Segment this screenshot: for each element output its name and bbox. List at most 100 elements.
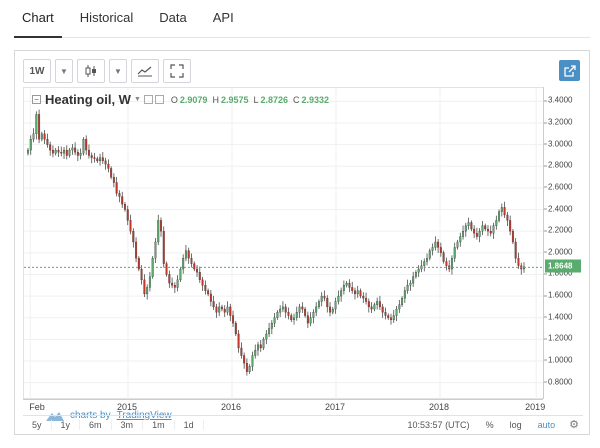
visibility-box-icon[interactable] xyxy=(154,95,164,104)
y-tick-label: 3.2000 xyxy=(543,117,573,127)
candle-body xyxy=(414,272,417,277)
candle-body xyxy=(517,258,520,266)
tab-data[interactable]: Data xyxy=(159,10,187,25)
candle-body xyxy=(63,149,66,154)
x-tick-label: 2015 xyxy=(116,402,138,412)
percent-toggle[interactable]: % xyxy=(485,419,494,430)
series-legend: − Heating oil, W ▼ O 2.9079 H 2.9575 L 2… xyxy=(32,92,329,107)
candle-body xyxy=(115,182,118,194)
x-tick-label: 2019 xyxy=(525,402,546,412)
candle-body xyxy=(143,279,146,295)
candle-body xyxy=(209,293,212,302)
fullscreen-icon[interactable] xyxy=(163,59,191,83)
y-tick-label: 3.0000 xyxy=(543,139,573,149)
candle-body xyxy=(445,261,448,266)
tab-chart[interactable]: Chart xyxy=(14,10,62,38)
candle-body xyxy=(245,362,248,372)
candle-body xyxy=(351,287,354,291)
candle-body xyxy=(132,231,135,243)
open-label: O xyxy=(170,94,178,105)
candle-body xyxy=(434,241,437,248)
candle-body xyxy=(43,133,46,140)
candle-body xyxy=(101,157,104,162)
popout-icon[interactable] xyxy=(559,60,580,81)
candle-body xyxy=(431,247,434,251)
candle-body xyxy=(478,231,481,237)
y-tick-label: 2.4000 xyxy=(543,204,573,214)
candle-body xyxy=(484,225,487,230)
price-plot[interactable]: − Heating oil, W ▼ O 2.9079 H 2.9575 L 2… xyxy=(23,87,544,421)
candle-body xyxy=(509,220,512,232)
candle-body xyxy=(470,222,473,230)
candle-body xyxy=(473,228,476,234)
candle-body xyxy=(270,322,273,329)
range-1m[interactable]: 1m xyxy=(143,419,175,430)
candle-body xyxy=(148,276,151,288)
indicators-icon[interactable] xyxy=(131,59,159,83)
candle-body xyxy=(511,231,514,243)
price-axis[interactable]: 3.4000 3.2000 3.0000 2.8000 2.6000 2.4000 2.20… xyxy=(543,87,583,399)
tab-historical[interactable]: Historical xyxy=(79,10,134,25)
range-1y[interactable]: 1y xyxy=(52,419,81,430)
candle-body xyxy=(220,306,223,310)
log-toggle[interactable]: log xyxy=(509,419,522,430)
interval-dropdown-icon[interactable]: ▼ xyxy=(55,59,73,83)
y-tick-label: 2.0000 xyxy=(543,247,573,257)
collapse-icon[interactable]: − xyxy=(32,95,41,104)
candle-body xyxy=(65,149,68,156)
candle-body xyxy=(157,220,160,243)
candle-style-icon[interactable] xyxy=(77,59,105,83)
candle-body xyxy=(345,282,348,286)
candle-body xyxy=(356,290,359,295)
high-label: H xyxy=(212,94,219,105)
candle-body xyxy=(323,295,326,299)
candle-body xyxy=(29,139,32,151)
tab-api[interactable]: API xyxy=(212,10,234,25)
range-3m[interactable]: 3m xyxy=(112,419,144,430)
symbol-caret-icon[interactable]: ▼ xyxy=(133,96,141,103)
candle-body xyxy=(428,250,431,259)
candle-body xyxy=(456,241,459,248)
time-axis[interactable]: Feb 2015 2016 2017 2018 2019 xyxy=(23,399,546,415)
tradingview-logo-icon xyxy=(46,411,64,421)
candle-body xyxy=(378,301,381,308)
candle-body xyxy=(295,312,298,318)
candle-body xyxy=(240,347,243,356)
range-6m[interactable]: 6m xyxy=(80,419,112,430)
candle-body xyxy=(395,308,398,316)
candle-body xyxy=(74,147,77,153)
candle-body xyxy=(223,308,226,313)
utc-clock: 10:53:57 (UTC) xyxy=(407,419,470,430)
candle-body xyxy=(387,315,390,318)
range-1d[interactable]: 1d xyxy=(175,419,204,430)
candle-body xyxy=(376,301,379,305)
settings-box-icon[interactable] xyxy=(143,95,153,104)
x-tick-label: 2016 xyxy=(220,402,242,412)
candle-body xyxy=(46,139,49,145)
candle-body xyxy=(237,333,240,349)
y-tick-label: 2.6000 xyxy=(543,182,573,192)
candle-body xyxy=(207,290,210,295)
candle-body xyxy=(370,306,373,310)
low-label: L xyxy=(253,94,259,105)
candle-body xyxy=(262,339,265,349)
candle-body xyxy=(27,149,29,154)
candle-body xyxy=(198,272,201,281)
candle-body xyxy=(373,304,376,310)
gear-icon[interactable]: ⚙ xyxy=(569,419,579,431)
y-tick-label: 3.4000 xyxy=(543,95,573,105)
candle-body xyxy=(523,266,525,270)
open-value: 2.9079 xyxy=(179,94,208,105)
interval-button[interactable]: 1W xyxy=(23,59,51,83)
candle-body xyxy=(293,317,295,321)
candle-body xyxy=(154,241,157,259)
candle-body xyxy=(40,133,43,140)
candle-body xyxy=(392,315,395,321)
candle-body xyxy=(99,157,102,162)
candle-body xyxy=(201,279,204,286)
candle-body xyxy=(340,290,343,297)
candle-body xyxy=(176,279,179,288)
chart-style-dropdown-icon[interactable]: ▼ xyxy=(109,59,127,83)
range-5y[interactable]: 5y xyxy=(23,419,52,430)
auto-toggle[interactable]: auto xyxy=(537,419,556,430)
